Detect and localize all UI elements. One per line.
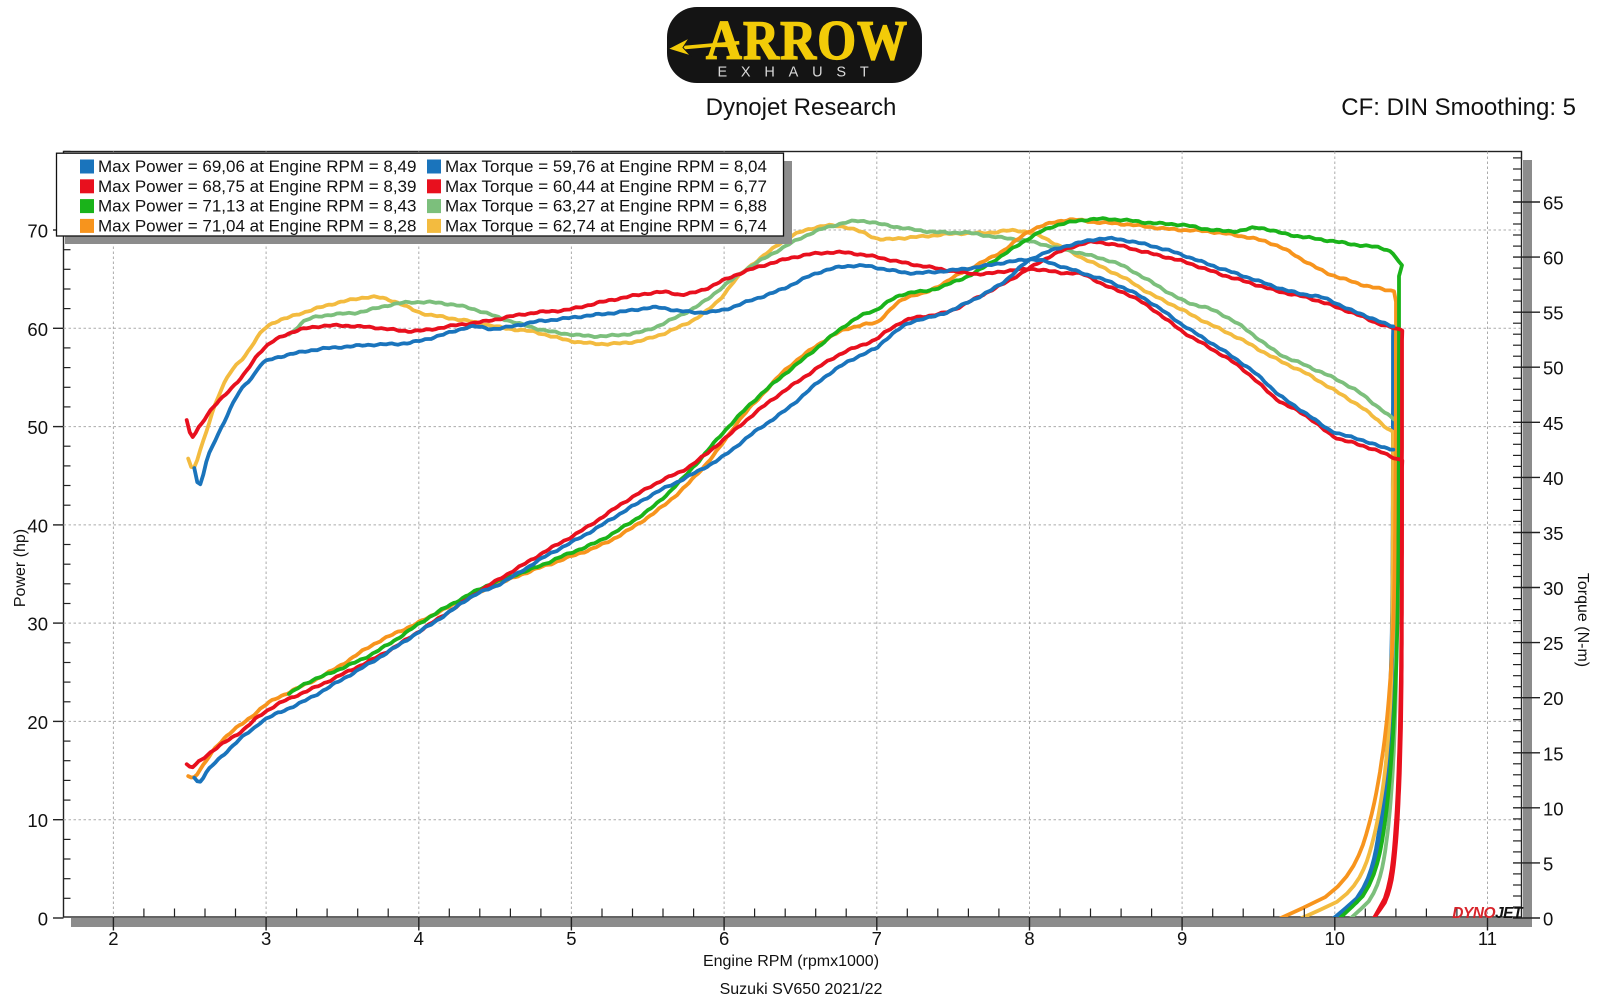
svg-text:8: 8 <box>1024 928 1034 949</box>
svg-text:9: 9 <box>1177 928 1187 949</box>
svg-text:0: 0 <box>1543 909 1553 930</box>
svg-text:30: 30 <box>1543 578 1564 599</box>
svg-text:0: 0 <box>38 909 48 930</box>
svg-text:Dynojet Research: Dynojet Research <box>706 94 897 121</box>
svg-text:Max Power = 71,04 at Engine RP: Max Power = 71,04 at Engine RPM = 8,28 <box>98 216 416 235</box>
svg-text:4: 4 <box>414 928 424 949</box>
svg-text:Torque (N-m): Torque (N-m) <box>1574 573 1591 667</box>
svg-text:Max Torque = 59,76 at Engine R: Max Torque = 59,76 at Engine RPM = 8,04 <box>445 157 767 176</box>
svg-text:3: 3 <box>261 928 271 949</box>
svg-text:20: 20 <box>1543 688 1564 709</box>
svg-text:Max Power = 71,13 at Engine RP: Max Power = 71,13 at Engine RPM = 8,43 <box>98 197 416 216</box>
svg-text:Power (hp): Power (hp) <box>12 529 29 607</box>
svg-text:5: 5 <box>1543 853 1553 874</box>
svg-text:40: 40 <box>1543 468 1564 489</box>
svg-text:CF: DIN Smoothing: 5: CF: DIN Smoothing: 5 <box>1341 94 1576 121</box>
svg-text:10: 10 <box>1543 798 1564 819</box>
svg-text:Suzuki SV650 2021/22: Suzuki SV650 2021/22 <box>720 981 883 998</box>
svg-text:Max Power = 69,06 at Engine RP: Max Power = 69,06 at Engine RPM = 8,49 <box>98 157 416 176</box>
svg-text:2: 2 <box>108 928 118 949</box>
svg-text:25: 25 <box>1543 633 1564 654</box>
svg-text:11: 11 <box>1478 928 1497 949</box>
svg-text:10: 10 <box>27 810 48 831</box>
svg-text:30: 30 <box>27 614 48 635</box>
svg-text:20: 20 <box>27 712 48 733</box>
svg-text:5: 5 <box>566 928 576 949</box>
svg-text:50: 50 <box>27 417 48 438</box>
svg-text:50: 50 <box>1543 358 1564 379</box>
svg-text:40: 40 <box>27 515 48 536</box>
svg-text:35: 35 <box>1543 523 1564 544</box>
svg-text:70: 70 <box>27 221 48 242</box>
svg-text:60: 60 <box>27 319 48 340</box>
svg-text:ARROW: ARROW <box>706 8 908 72</box>
svg-text:EXHAUST: EXHAUST <box>717 65 882 81</box>
svg-text:Max Power = 68,75 at Engine RP: Max Power = 68,75 at Engine RPM = 8,39 <box>98 177 416 196</box>
svg-text:60: 60 <box>1543 248 1564 269</box>
svg-text:15: 15 <box>1543 743 1564 764</box>
svg-text:Max Torque = 62,74 at Engine R: Max Torque = 62,74 at Engine RPM = 6,74 <box>445 216 767 235</box>
svg-text:DYNOJET: DYNOJET <box>1452 905 1524 922</box>
svg-text:Engine RPM (rpmx1000): Engine RPM (rpmx1000) <box>703 953 879 970</box>
svg-text:10: 10 <box>1325 928 1346 949</box>
svg-text:Max Torque = 63,27 at Engine R: Max Torque = 63,27 at Engine RPM = 6,88 <box>445 197 767 216</box>
svg-text:55: 55 <box>1543 303 1564 324</box>
svg-text:45: 45 <box>1543 413 1564 434</box>
svg-text:Max Torque = 60,44 at Engine R: Max Torque = 60,44 at Engine RPM = 6,77 <box>445 177 767 196</box>
svg-text:7: 7 <box>872 928 882 949</box>
svg-text:65: 65 <box>1543 193 1564 214</box>
svg-text:6: 6 <box>719 928 729 949</box>
